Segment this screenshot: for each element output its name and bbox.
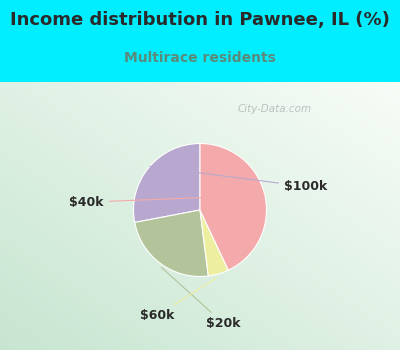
Wedge shape: [200, 210, 228, 276]
Text: City-Data.com: City-Data.com: [238, 104, 312, 114]
Text: Income distribution in Pawnee, IL (%): Income distribution in Pawnee, IL (%): [10, 10, 390, 28]
Text: Multirace residents: Multirace residents: [124, 51, 276, 65]
Text: $20k: $20k: [162, 267, 241, 330]
Wedge shape: [200, 144, 266, 270]
Text: $60k: $60k: [140, 278, 217, 322]
Wedge shape: [135, 210, 208, 276]
Text: $40k: $40k: [69, 195, 264, 209]
Text: $100k: $100k: [150, 167, 327, 193]
Wedge shape: [134, 144, 200, 223]
